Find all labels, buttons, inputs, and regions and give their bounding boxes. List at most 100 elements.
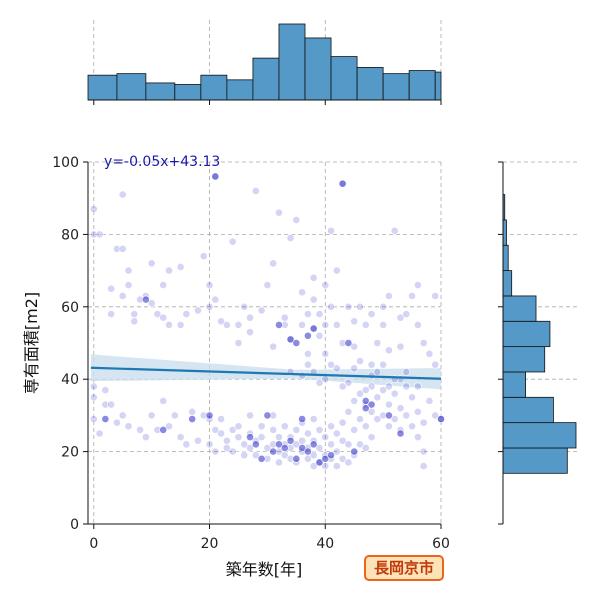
scatter-point — [408, 292, 416, 300]
scatter-point — [269, 342, 278, 351]
scatter-point — [367, 433, 376, 442]
y-tick-label: 0 — [70, 517, 79, 533]
scatter-point — [280, 313, 289, 322]
scatter-point-dense — [344, 339, 353, 347]
scatter-point — [205, 440, 214, 449]
scatter-point — [402, 382, 411, 391]
scatter-point-dense — [101, 415, 110, 423]
scatter-point — [101, 400, 110, 409]
scatter-point — [327, 440, 335, 449]
scatter-point — [113, 418, 121, 427]
scatter-point — [263, 281, 272, 289]
scatter-point — [275, 433, 283, 442]
right-hist-bar — [502, 270, 513, 297]
scatter-point — [246, 444, 254, 452]
scatter-point — [361, 386, 370, 394]
scatter-point — [425, 397, 434, 405]
scatter-point — [344, 378, 353, 387]
scatter-point-dense — [396, 429, 405, 438]
scatter-point — [425, 349, 434, 358]
scatter-point — [89, 205, 98, 213]
scatter-point — [95, 429, 104, 438]
scatter-point-dense — [141, 295, 150, 304]
scatter-point — [350, 317, 359, 326]
scatter-point — [304, 310, 312, 318]
scatter-point — [321, 281, 330, 289]
main-gridlines — [88, 161, 442, 524]
scatter-point — [373, 393, 382, 402]
scatter-point — [413, 382, 422, 391]
top-hist-bar — [304, 37, 332, 101]
scatter-point — [170, 411, 179, 420]
scatter-point — [396, 404, 405, 413]
scatter-point — [350, 364, 359, 373]
scatter-point — [379, 320, 388, 329]
scatter-point — [222, 436, 231, 445]
scatter-point — [292, 440, 301, 449]
scatter-point — [402, 368, 411, 376]
scatter-point — [332, 364, 341, 373]
right-hist-bar — [502, 320, 551, 348]
right-hist-bar — [502, 371, 526, 398]
scatter-point — [361, 444, 370, 452]
scatter-point — [321, 320, 330, 329]
scatter-point — [309, 295, 318, 304]
scatter-point — [309, 415, 318, 423]
scatter-point — [344, 440, 353, 449]
scatter-point — [176, 433, 185, 442]
scatter-point-dense — [304, 331, 312, 340]
scatter-point-dense — [350, 447, 359, 456]
scatter-point — [402, 411, 411, 420]
scatter-point — [356, 440, 364, 449]
scatter-point — [124, 422, 133, 431]
scatter-point — [234, 433, 243, 442]
scatter-point-dense — [257, 454, 266, 463]
scatter-point — [240, 302, 249, 311]
top-hist-bar — [382, 73, 410, 101]
scatter-point — [402, 310, 411, 318]
scatter-point — [315, 331, 324, 340]
scatter-point — [182, 310, 191, 318]
scatter-point-dense — [292, 339, 301, 347]
scatter-point — [344, 458, 353, 467]
scatter-point — [431, 292, 440, 300]
scatter-point — [118, 411, 127, 420]
scatter-point — [141, 433, 150, 442]
scatter-point — [89, 393, 98, 402]
scatter-point — [269, 259, 278, 268]
scatter-point — [280, 422, 289, 431]
scatter-point — [298, 288, 307, 297]
scatter-point — [228, 447, 237, 456]
scatter-point — [165, 320, 173, 329]
right-hist-bar — [502, 244, 509, 271]
regression-line — [90, 366, 442, 380]
top-hist-bar — [278, 23, 306, 101]
scatter-point — [217, 317, 225, 326]
scatter-point-dense — [437, 415, 445, 423]
scatter-point — [147, 299, 156, 308]
top-hist-bar — [330, 56, 358, 101]
scatter-point — [327, 302, 335, 311]
scatter-point — [396, 342, 405, 351]
scatter-point — [211, 295, 220, 304]
scatter-point-dense — [280, 444, 289, 452]
scatter-point-dense — [159, 425, 168, 434]
scatter-point — [361, 422, 370, 431]
scatter-point — [194, 306, 202, 315]
scatter-point-dense — [286, 335, 295, 344]
scatter-point — [124, 266, 133, 275]
y-tick-label: 100 — [52, 155, 79, 171]
scatter-point — [222, 444, 231, 452]
scatter-point — [338, 382, 347, 391]
scatter-point — [379, 302, 388, 311]
scatter-point — [217, 415, 225, 423]
scatter-point — [176, 320, 185, 329]
scatter-point — [240, 440, 249, 449]
right-histogram — [498, 161, 577, 525]
x-tick-label: 20 — [201, 536, 219, 552]
scatter-point — [251, 451, 260, 460]
scatter-point-dense — [286, 436, 295, 445]
scatter-point — [165, 422, 173, 431]
top-hist-bar — [252, 57, 280, 101]
